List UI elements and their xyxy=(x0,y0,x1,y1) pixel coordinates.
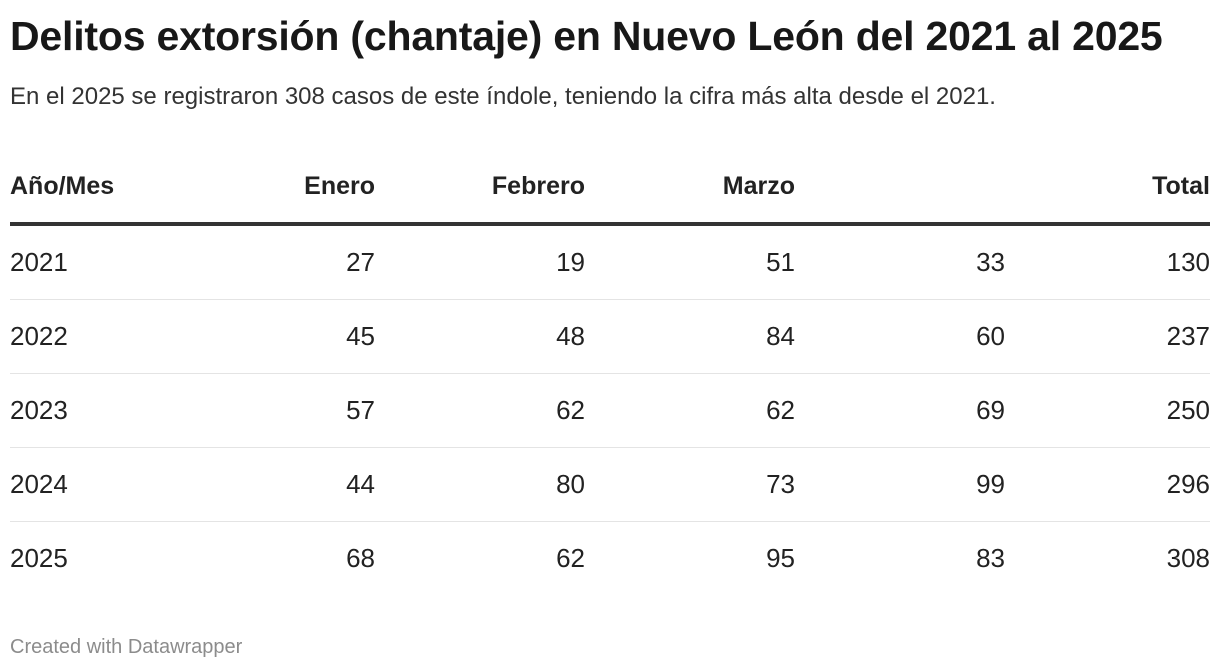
datawrapper-credit: Created with Datawrapper xyxy=(10,636,243,658)
table-cell: 60 xyxy=(795,299,1005,374)
column-header: Febrero xyxy=(375,150,585,226)
row-label: 2022 xyxy=(10,299,165,374)
table-row: 2024 44 80 73 99 296 xyxy=(10,447,1210,522)
table-row: 2025 68 62 95 83 308 xyxy=(10,522,1210,596)
table-cell: 33 xyxy=(795,224,1005,300)
table-body: 2021 27 19 51 33 130 2022 45 48 84 60 237 2023 57 62 62… xyxy=(10,224,1210,595)
table-cell: 45 xyxy=(165,299,375,374)
table-cell: 69 xyxy=(795,373,1005,448)
table-cell: 51 xyxy=(585,224,795,300)
column-header: Total xyxy=(1005,150,1210,226)
row-label: 2025 xyxy=(10,543,68,573)
table-cell: 308 xyxy=(1166,543,1210,573)
column-header: Marzo xyxy=(585,150,795,226)
row-label: 2024 xyxy=(10,447,165,522)
column-header: Enero xyxy=(165,150,375,226)
table-cell: 80 xyxy=(375,447,585,522)
column-header xyxy=(795,150,1005,226)
chart-title: Delitos extorsión (chantaje) en Nuevo Le… xyxy=(10,13,1163,59)
table-cell: 62 xyxy=(556,543,585,573)
table-cell: 73 xyxy=(585,447,795,522)
table-cell: 84 xyxy=(585,299,795,374)
table-cell: 57 xyxy=(165,373,375,448)
table-cell: 62 xyxy=(375,373,585,448)
table-row: 2021 27 19 51 33 130 xyxy=(10,224,1210,300)
table-cell: 296 xyxy=(1005,447,1210,522)
table-cell: 250 xyxy=(1005,373,1210,448)
row-label: 2023 xyxy=(10,373,165,448)
table-cell: 19 xyxy=(375,224,585,300)
table-cell: 130 xyxy=(1005,224,1210,300)
table-header: Año/Mes Enero Febrero Marzo Total xyxy=(10,150,1210,226)
table-cell: 44 xyxy=(165,447,375,522)
header-row: Año/Mes Enero Febrero Marzo Total xyxy=(10,150,1210,226)
table-row: 2023 57 62 62 69 250 xyxy=(10,373,1210,448)
table-cell: 27 xyxy=(165,224,375,300)
column-header: Año/Mes xyxy=(10,150,165,226)
table-row: 2022 45 48 84 60 237 xyxy=(10,299,1210,374)
table-cell: 68 xyxy=(346,543,375,573)
table-cell: 237 xyxy=(1005,299,1210,374)
row-label: 2021 xyxy=(10,224,165,300)
data-table: Año/Mes Enero Febrero Marzo Total 2021 27 19 51… xyxy=(10,150,1210,595)
table-cell: 62 xyxy=(585,373,795,448)
table-cell: 83 xyxy=(976,543,1005,573)
chart-subtitle: En el 2025 se registraron 308 casos de e… xyxy=(10,83,996,110)
table-cell: 99 xyxy=(795,447,1005,522)
table-cell: 48 xyxy=(375,299,585,374)
table-cell: 95 xyxy=(766,543,795,573)
